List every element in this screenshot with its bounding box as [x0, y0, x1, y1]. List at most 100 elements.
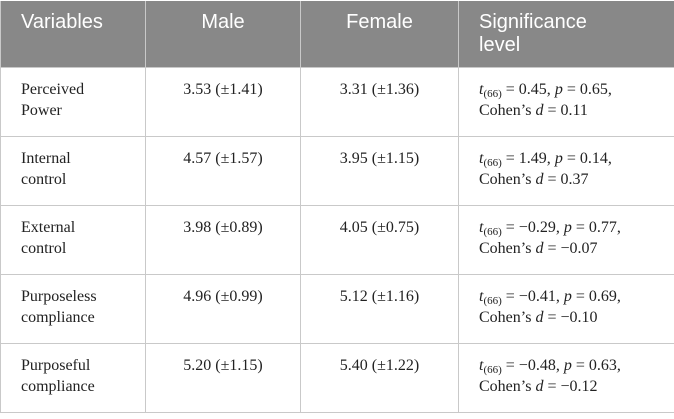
d-symbol: d	[535, 377, 544, 395]
d-symbol: d	[535, 239, 544, 257]
d-symbol: d	[535, 308, 544, 326]
table-body: Perceived Power 3.53 (±1.41) 3.31 (±1.36) t(…	[0, 66, 674, 413]
significance-line: Cohen’s d = 0.37	[479, 169, 654, 190]
header-cell: Male	[145, 1, 301, 68]
male-cell: 3.98 (±0.89)	[145, 204, 301, 275]
header-cell: Female	[300, 1, 459, 68]
male-cell: 4.57 (±1.57)	[145, 135, 301, 206]
t-symbol: t	[479, 287, 484, 305]
header-text: level	[479, 34, 521, 56]
header-text: Male	[201, 11, 245, 33]
significance-line: Cohen’s d = −0.10	[479, 307, 654, 328]
table-row: Purposeful compliance 5.20 (±1.15) 5.40 (±1…	[0, 342, 674, 413]
degrees-of-freedom: (66)	[483, 156, 502, 169]
p-symbol: p	[563, 356, 572, 374]
variable-text: External	[21, 218, 76, 236]
d-value: = 0.37	[543, 170, 589, 188]
variable-cell: Purposeful compliance	[0, 342, 146, 413]
p-symbol: p	[554, 80, 563, 98]
male-value: 4.57 (±1.57)	[183, 149, 263, 167]
t-value: = 1.49,	[501, 149, 555, 167]
p-value: = 0.14,	[562, 149, 612, 167]
variable-text: control	[21, 170, 67, 188]
female-value: 5.12 (±1.16)	[339, 287, 420, 305]
significance-cell: t(66) = −0.48, p = 0.63, Cohen’s d = −0.1…	[458, 342, 674, 413]
male-cell: 5.20 (±1.15)	[145, 342, 301, 413]
cohen-label: Cohen’s	[479, 239, 536, 257]
p-symbol: p	[563, 218, 572, 236]
p-value: = 0.65,	[562, 80, 612, 98]
header-text: Significance	[479, 11, 587, 33]
variable-text: Purposeless	[21, 287, 97, 305]
significance-cell: t(66) = −0.41, p = 0.69, Cohen’s d = −0.1…	[458, 273, 674, 344]
variable-text: compliance	[21, 308, 95, 326]
male-value: 3.53 (±1.41)	[183, 80, 263, 98]
male-cell: 3.53 (±1.41)	[145, 66, 301, 137]
variable-text: compliance	[21, 377, 95, 395]
significance-line: t(66) = −0.29, p = 0.77,	[479, 217, 654, 238]
t-value: = −0.41,	[501, 287, 564, 305]
variable-text: control	[21, 239, 67, 257]
female-cell: 5.12 (±1.16)	[300, 273, 459, 344]
male-cell: 4.96 (±0.99)	[145, 273, 301, 344]
table-row: Purposeless compliance 4.96 (±0.99) 5.12 (±…	[0, 273, 674, 344]
variable-cell: Perceived Power	[0, 66, 146, 137]
header-cell: Significance level	[458, 1, 674, 68]
female-cell: 3.95 (±1.15)	[300, 135, 459, 206]
female-value: 3.31 (±1.36)	[339, 80, 420, 98]
d-value: = −0.10	[543, 308, 598, 326]
female-cell: 4.05 (±0.75)	[300, 204, 459, 275]
t-symbol: t	[479, 218, 484, 236]
t-symbol: t	[479, 80, 484, 98]
table-row: Internal control 4.57 (±1.57) 3.95 (±1.15) t…	[0, 135, 674, 206]
d-value: = −0.07	[543, 239, 598, 257]
significance-line: Cohen’s d = 0.11	[479, 100, 654, 121]
header-text: Variables	[21, 11, 103, 33]
significance-line: Cohen’s d = −0.07	[479, 238, 654, 259]
cohen-label: Cohen’s	[479, 170, 536, 188]
significance-cell: t(66) = 1.49, p = 0.14, Cohen’s d = 0.37	[458, 135, 674, 206]
female-value: 3.95 (±1.15)	[339, 149, 420, 167]
t-value: = −0.48,	[501, 356, 564, 374]
variable-cell: External control	[0, 204, 146, 275]
significance-line: t(66) = −0.41, p = 0.69,	[479, 286, 654, 307]
p-symbol: p	[563, 287, 572, 305]
p-value: = 0.69,	[571, 287, 621, 305]
variable-text: Purposeful	[21, 356, 91, 374]
significance-cell: t(66) = −0.29, p = 0.77, Cohen’s d = −0.0…	[458, 204, 674, 275]
degrees-of-freedom: (66)	[483, 225, 502, 238]
female-cell: 3.31 (±1.36)	[300, 66, 459, 137]
t-value: = −0.29,	[501, 218, 564, 236]
d-value: = 0.11	[543, 101, 588, 119]
male-value: 4.96 (±0.99)	[183, 287, 263, 305]
cohen-label: Cohen’s	[479, 101, 536, 119]
significance-cell: t(66) = 0.45, p = 0.65, Cohen’s d = 0.11	[458, 66, 674, 137]
header-text: Female	[346, 11, 413, 33]
significance-line: Cohen’s d = −0.12	[479, 376, 654, 397]
d-symbol: d	[535, 170, 544, 188]
male-value: 3.98 (±0.89)	[183, 218, 263, 236]
degrees-of-freedom: (66)	[483, 294, 502, 307]
header-row: Variables Male Female Significance level	[0, 1, 674, 68]
variable-text: Perceived	[21, 80, 85, 98]
t-value: = 0.45,	[501, 80, 555, 98]
table-row: External control 3.98 (±0.89) 4.05 (±0.75) t…	[0, 204, 674, 275]
p-value: = 0.63,	[571, 356, 621, 374]
degrees-of-freedom: (66)	[483, 363, 502, 376]
female-cell: 5.40 (±1.22)	[300, 342, 459, 413]
header-cell: Variables	[0, 1, 146, 68]
female-value: 5.40 (±1.22)	[339, 356, 420, 374]
d-symbol: d	[535, 101, 544, 119]
significance-line: t(66) = 1.49, p = 0.14,	[479, 148, 654, 169]
variable-cell: Purposeless compliance	[0, 273, 146, 344]
table-row: Perceived Power 3.53 (±1.41) 3.31 (±1.36) t(…	[0, 66, 674, 137]
p-value: = 0.77,	[571, 218, 621, 236]
variable-cell: Internal control	[0, 135, 146, 206]
d-value: = −0.12	[543, 377, 598, 395]
t-symbol: t	[479, 356, 484, 374]
variable-text: Power	[21, 101, 62, 119]
cohen-label: Cohen’s	[479, 308, 536, 326]
male-value: 5.20 (±1.15)	[183, 356, 263, 374]
